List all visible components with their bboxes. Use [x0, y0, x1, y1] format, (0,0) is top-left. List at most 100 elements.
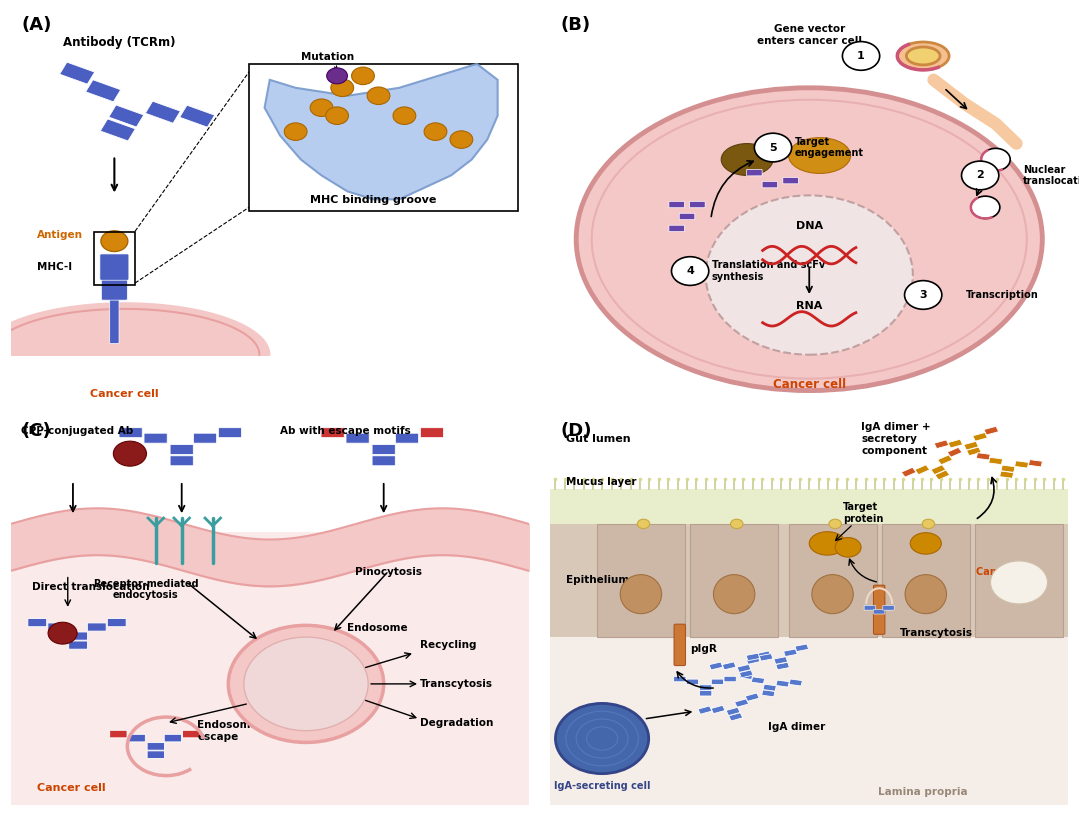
FancyBboxPatch shape [733, 707, 746, 715]
Text: Mutation: Mutation [301, 52, 354, 71]
Circle shape [671, 257, 709, 285]
Circle shape [961, 161, 999, 189]
FancyBboxPatch shape [938, 455, 953, 464]
Circle shape [331, 79, 354, 97]
Text: (B): (B) [561, 16, 591, 34]
Circle shape [352, 67, 374, 85]
Text: 5: 5 [769, 142, 777, 153]
FancyBboxPatch shape [597, 524, 685, 637]
FancyBboxPatch shape [87, 623, 106, 631]
Ellipse shape [809, 532, 846, 555]
Circle shape [229, 625, 384, 742]
Circle shape [904, 280, 942, 309]
FancyBboxPatch shape [180, 106, 215, 127]
Text: IgA-secreting cell: IgA-secreting cell [554, 781, 651, 792]
Ellipse shape [811, 575, 853, 614]
Circle shape [367, 87, 390, 105]
FancyBboxPatch shape [1014, 461, 1028, 468]
Text: Direct translocation: Direct translocation [31, 582, 149, 593]
Ellipse shape [911, 533, 941, 554]
Text: Transcytosis: Transcytosis [900, 628, 973, 638]
FancyBboxPatch shape [935, 470, 950, 480]
Ellipse shape [721, 144, 773, 176]
FancyBboxPatch shape [128, 734, 146, 742]
Polygon shape [0, 303, 270, 354]
FancyBboxPatch shape [755, 675, 769, 683]
Circle shape [706, 195, 913, 354]
Circle shape [244, 637, 368, 731]
Text: DNA: DNA [795, 221, 823, 231]
FancyBboxPatch shape [170, 456, 193, 466]
Text: Mucus layer: Mucus layer [565, 477, 637, 487]
FancyBboxPatch shape [59, 63, 95, 84]
FancyBboxPatch shape [218, 428, 242, 437]
Circle shape [450, 131, 473, 148]
FancyBboxPatch shape [759, 702, 771, 710]
FancyBboxPatch shape [934, 440, 948, 449]
Text: Transcytosis: Transcytosis [420, 679, 493, 689]
Text: CPP-conjugated Ab: CPP-conjugated Ab [22, 426, 134, 437]
FancyBboxPatch shape [395, 433, 419, 443]
Ellipse shape [620, 575, 661, 614]
FancyBboxPatch shape [249, 64, 518, 211]
FancyBboxPatch shape [550, 524, 1068, 637]
FancyBboxPatch shape [47, 623, 67, 631]
Circle shape [113, 441, 147, 466]
Ellipse shape [713, 575, 755, 614]
Text: IgA dimer: IgA dimer [768, 722, 825, 732]
Text: Receptor-mediated
endocytosis: Receptor-mediated endocytosis [93, 579, 199, 600]
Circle shape [971, 196, 1000, 219]
Text: Lamina propria: Lamina propria [878, 787, 968, 797]
Ellipse shape [576, 88, 1042, 390]
FancyBboxPatch shape [11, 415, 529, 532]
FancyBboxPatch shape [100, 254, 128, 280]
Circle shape [923, 520, 934, 528]
Circle shape [327, 68, 347, 84]
FancyBboxPatch shape [883, 606, 894, 610]
FancyBboxPatch shape [730, 713, 743, 720]
FancyBboxPatch shape [332, 664, 350, 672]
FancyBboxPatch shape [947, 447, 962, 457]
Ellipse shape [898, 42, 950, 70]
Text: Recycling: Recycling [420, 640, 477, 650]
FancyBboxPatch shape [712, 659, 725, 665]
FancyBboxPatch shape [193, 433, 217, 443]
FancyBboxPatch shape [778, 682, 792, 690]
FancyBboxPatch shape [762, 181, 778, 188]
Circle shape [556, 703, 648, 774]
FancyBboxPatch shape [988, 458, 1002, 464]
Text: Cancer cells: Cancer cells [975, 567, 1042, 577]
FancyBboxPatch shape [691, 524, 778, 637]
FancyBboxPatch shape [807, 654, 820, 663]
FancyBboxPatch shape [874, 610, 885, 614]
FancyBboxPatch shape [683, 669, 696, 677]
Text: (A): (A) [22, 16, 52, 34]
FancyBboxPatch shape [716, 682, 730, 690]
Text: Antigen: Antigen [37, 230, 83, 240]
FancyBboxPatch shape [298, 685, 315, 692]
FancyBboxPatch shape [144, 433, 167, 443]
Ellipse shape [906, 47, 940, 65]
Circle shape [638, 520, 650, 528]
FancyBboxPatch shape [322, 428, 344, 437]
FancyBboxPatch shape [110, 730, 127, 738]
FancyBboxPatch shape [109, 105, 144, 127]
FancyBboxPatch shape [967, 447, 981, 455]
Text: IgA dimer +
secretory
component: IgA dimer + secretory component [861, 423, 931, 455]
Text: Cancer cell: Cancer cell [773, 377, 846, 390]
FancyBboxPatch shape [780, 657, 794, 665]
Text: (C): (C) [22, 423, 51, 441]
FancyBboxPatch shape [110, 294, 119, 344]
FancyBboxPatch shape [750, 658, 763, 664]
FancyBboxPatch shape [550, 489, 1068, 524]
FancyBboxPatch shape [747, 169, 762, 176]
Circle shape [284, 123, 308, 141]
Text: pIgR: pIgR [691, 644, 718, 654]
FancyBboxPatch shape [170, 445, 193, 454]
FancyBboxPatch shape [101, 276, 127, 300]
FancyBboxPatch shape [147, 751, 164, 759]
Text: Gut lumen: Gut lumen [565, 434, 630, 444]
FancyBboxPatch shape [915, 465, 929, 475]
Circle shape [829, 520, 842, 528]
Text: Endosomal
escape: Endosomal escape [197, 720, 261, 741]
